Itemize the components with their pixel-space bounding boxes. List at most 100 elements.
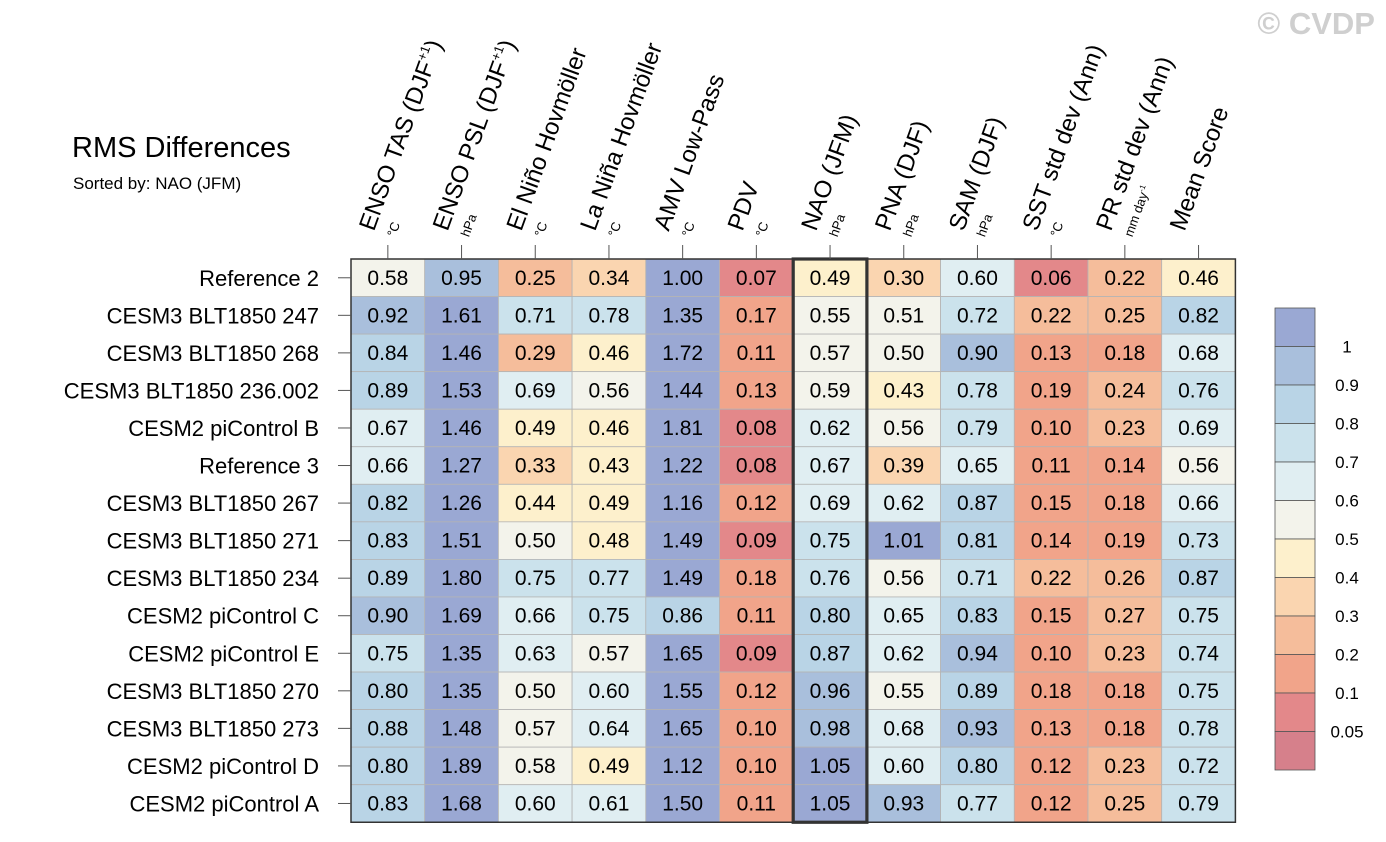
- cell-value: 0.18: [736, 567, 777, 590]
- cell-value: 0.19: [1031, 379, 1072, 402]
- heatmap-cell: [571, 258, 647, 297]
- cell-value: 0.43: [589, 455, 630, 478]
- colorbar-box: [1274, 423, 1316, 463]
- heatmap-cell: [792, 296, 868, 335]
- colorbar-label: 1: [1342, 338, 1351, 357]
- column-label-sam-djf: SAM (DJF)hPa: [944, 113, 1010, 238]
- svg-text:PNA (DJF): PNA (DJF): [870, 117, 935, 234]
- heatmap-cell: [350, 559, 426, 598]
- heatmap-cell: [1087, 634, 1163, 673]
- colorbar-label: 0.8: [1335, 415, 1359, 434]
- heatmap-cell: [571, 746, 647, 786]
- cell-value: 0.73: [1178, 530, 1219, 553]
- cell-value: 0.19: [1104, 530, 1145, 553]
- heatmap-cell: [350, 746, 426, 786]
- heatmap-cell: [645, 746, 720, 786]
- heatmap-cell: [719, 446, 794, 485]
- heatmap-cell: [792, 408, 868, 448]
- heatmap-cell: [571, 596, 647, 635]
- heatmap-cell: [940, 483, 1015, 523]
- svg-text:SST std dev (Ann): SST std dev (Ann): [1017, 41, 1109, 234]
- row-label: CESM2 piControl A: [129, 791, 319, 816]
- heatmap-cell: [866, 634, 942, 673]
- cell-value: 0.90: [957, 342, 998, 365]
- row-label: CESM3 BLT1850 234: [107, 566, 319, 591]
- cell-value: 0.66: [1178, 492, 1219, 515]
- cell-value: 1.53: [441, 379, 482, 402]
- cell-value: 0.26: [1104, 567, 1145, 590]
- heatmap-cell: [645, 296, 720, 335]
- column-unit: °C: [605, 220, 624, 239]
- cell-value: 0.60: [515, 792, 556, 815]
- colorbar-label: 0.7: [1335, 453, 1359, 472]
- heatmap-cell: [940, 634, 1015, 673]
- cell-value: 0.10: [736, 717, 777, 740]
- row-label: Reference 3: [199, 454, 319, 479]
- heatmap-cell: [792, 371, 868, 410]
- heatmap-cell: [424, 671, 499, 710]
- cell-value: 0.61: [589, 792, 630, 815]
- cell-value: 0.50: [883, 342, 924, 365]
- cell-value: 0.80: [367, 755, 408, 778]
- cell-value: 0.71: [957, 567, 998, 590]
- cell-value: 0.81: [957, 530, 998, 553]
- cell-value: 0.18: [1104, 342, 1145, 365]
- cell-value: 1.16: [662, 492, 703, 515]
- heatmap-cell: [866, 446, 942, 485]
- heatmap-cell: [1087, 784, 1163, 823]
- cell-value: 0.98: [810, 717, 851, 740]
- heatmap-cell: [497, 634, 573, 673]
- cell-value: 0.57: [810, 342, 851, 365]
- heatmap-cell: [1161, 559, 1236, 598]
- cell-value: 0.56: [883, 417, 924, 440]
- cell-value: 0.15: [1031, 605, 1072, 628]
- cell-value: 0.75: [810, 530, 851, 553]
- cell-value: 0.08: [736, 417, 777, 440]
- cell-value: 1.27: [441, 455, 482, 478]
- row-label: CESM2 piControl E: [128, 641, 319, 666]
- cell-value: 0.65: [957, 455, 998, 478]
- cell-value: 0.12: [1031, 755, 1072, 778]
- column-unit: hPa: [458, 211, 480, 239]
- heatmap-cell: [1013, 296, 1089, 335]
- svg-text:SAM (DJF): SAM (DJF): [944, 113, 1010, 234]
- cell-value: 0.89: [367, 567, 408, 590]
- svg-text:Mean Score: Mean Score: [1165, 103, 1235, 234]
- column-labels: ENSO TAS (DJF+1)°C ENSO PSL (DJF+1)hPa El …: [354, 36, 1235, 259]
- cell-value: 0.43: [883, 379, 924, 402]
- colorbar-label: 0.05: [1330, 723, 1363, 742]
- row-label: CESM2 piControl B: [128, 416, 319, 441]
- cell-value: 1.51: [441, 530, 482, 553]
- row-label: CESM3 BLT1850 271: [107, 529, 319, 554]
- heatmap-cell: [719, 634, 794, 673]
- cell-value: 0.75: [1178, 680, 1219, 703]
- cell-value: 0.75: [367, 642, 408, 665]
- heatmap-cell: [866, 296, 942, 335]
- column-unit: °C: [1047, 220, 1066, 239]
- heatmap-cell: [645, 596, 720, 635]
- heatmap-cell: [424, 258, 499, 297]
- cell-value: 0.57: [515, 717, 556, 740]
- heatmap-cells: 0.58 0.95 0.25 0.34 1.00 0.07 0.49 0.30 0.60 0.06…: [350, 257, 1237, 824]
- heatmap-cell: [645, 784, 720, 823]
- cell-value: 0.49: [589, 492, 630, 515]
- heatmap-cell: [940, 446, 1015, 485]
- cell-value: 0.83: [957, 605, 998, 628]
- column-unit: °C: [679, 220, 698, 239]
- svg-text:NAO (JFM): NAO (JFM): [796, 111, 863, 234]
- cell-value: 0.49: [589, 755, 630, 778]
- heatmap-cell: [1013, 258, 1089, 297]
- heatmap-cell: [1161, 371, 1236, 410]
- cell-value: 0.71: [515, 304, 556, 327]
- cell-value: 0.33: [515, 455, 556, 478]
- row-label: CESM3 BLT1850 267: [107, 491, 319, 516]
- cell-value: 0.58: [515, 755, 556, 778]
- heatmap-cell: [866, 559, 942, 598]
- heatmap-cell: [571, 559, 647, 598]
- heatmap-cell: [645, 483, 720, 523]
- cell-value: 0.23: [1104, 755, 1145, 778]
- cell-value: 0.63: [515, 642, 556, 665]
- colorbar-box: [1274, 615, 1316, 655]
- cell-value: 0.49: [515, 417, 556, 440]
- heatmap-cell: [497, 483, 573, 523]
